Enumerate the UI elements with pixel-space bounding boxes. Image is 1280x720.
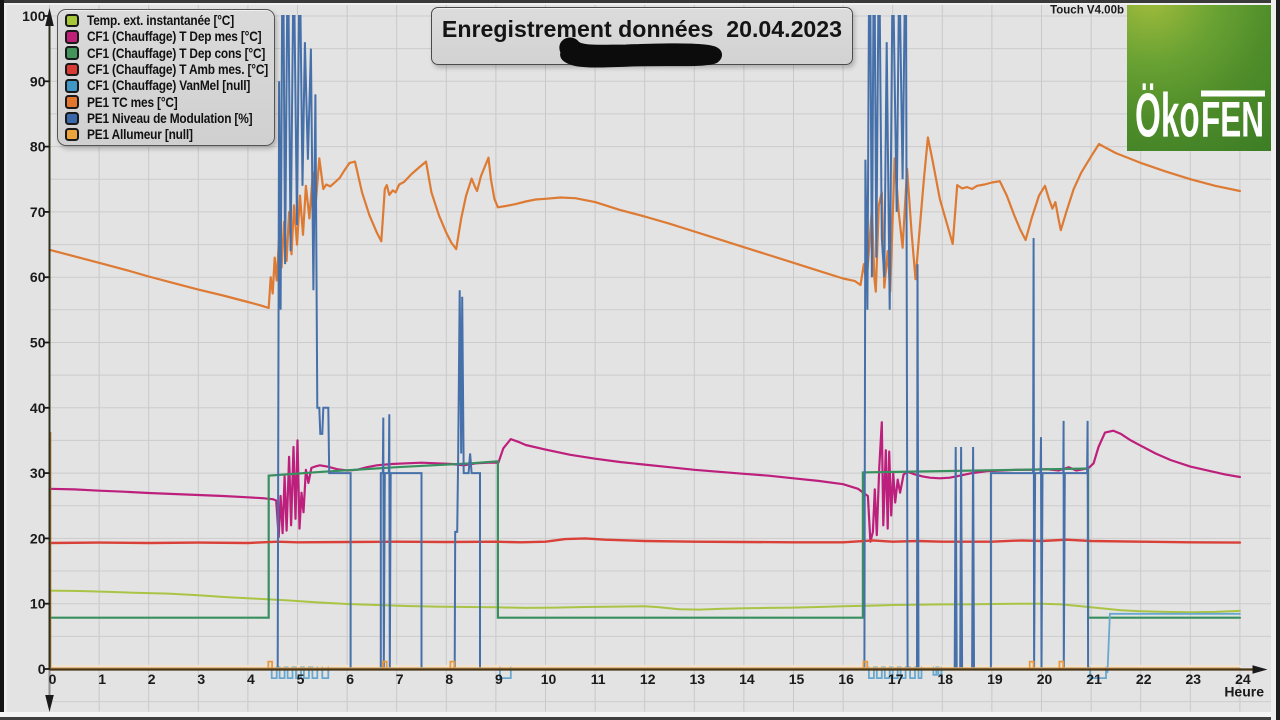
- svg-text:60: 60: [30, 269, 46, 285]
- svg-text:20: 20: [30, 530, 46, 546]
- svg-text:10: 10: [541, 671, 557, 687]
- svg-text:17: 17: [888, 671, 904, 687]
- svg-text:6: 6: [346, 671, 354, 687]
- svg-text:0: 0: [49, 671, 57, 687]
- svg-text:5: 5: [297, 671, 305, 687]
- svg-text:15: 15: [789, 671, 805, 687]
- svg-text:16: 16: [838, 671, 854, 687]
- svg-text:Touch V4.00b: Touch V4.00b: [1050, 5, 1124, 17]
- svg-text:23: 23: [1186, 671, 1202, 687]
- svg-text:90: 90: [30, 73, 46, 89]
- svg-text:8: 8: [445, 671, 453, 687]
- svg-text:70: 70: [30, 204, 46, 220]
- svg-text:7: 7: [396, 671, 404, 687]
- svg-text:12: 12: [640, 671, 656, 687]
- svg-text:14: 14: [739, 671, 755, 687]
- svg-text:100: 100: [22, 8, 46, 24]
- svg-text:40: 40: [30, 400, 46, 416]
- svg-text:50: 50: [30, 335, 46, 351]
- svg-text:11: 11: [591, 671, 606, 687]
- svg-text:24: 24: [1235, 671, 1251, 687]
- svg-text:3: 3: [197, 671, 205, 687]
- svg-text:21: 21: [1086, 671, 1102, 687]
- svg-text:0: 0: [38, 661, 46, 677]
- svg-text:30: 30: [30, 465, 46, 481]
- svg-text:FEN: FEN: [1201, 91, 1264, 147]
- svg-text:13: 13: [690, 671, 706, 687]
- svg-text:9: 9: [495, 671, 503, 687]
- svg-text:19: 19: [987, 671, 1003, 687]
- svg-text:20: 20: [1037, 671, 1053, 687]
- svg-text:18: 18: [938, 671, 954, 687]
- svg-text:1: 1: [98, 671, 106, 687]
- svg-text:4: 4: [247, 671, 255, 687]
- svg-text:Heure: Heure: [1224, 684, 1264, 700]
- svg-text:80: 80: [30, 139, 46, 155]
- svg-text:10: 10: [30, 596, 46, 612]
- svg-text:2: 2: [148, 671, 156, 687]
- svg-text:22: 22: [1136, 671, 1152, 687]
- svg-text:Öko: Öko: [1135, 80, 1200, 150]
